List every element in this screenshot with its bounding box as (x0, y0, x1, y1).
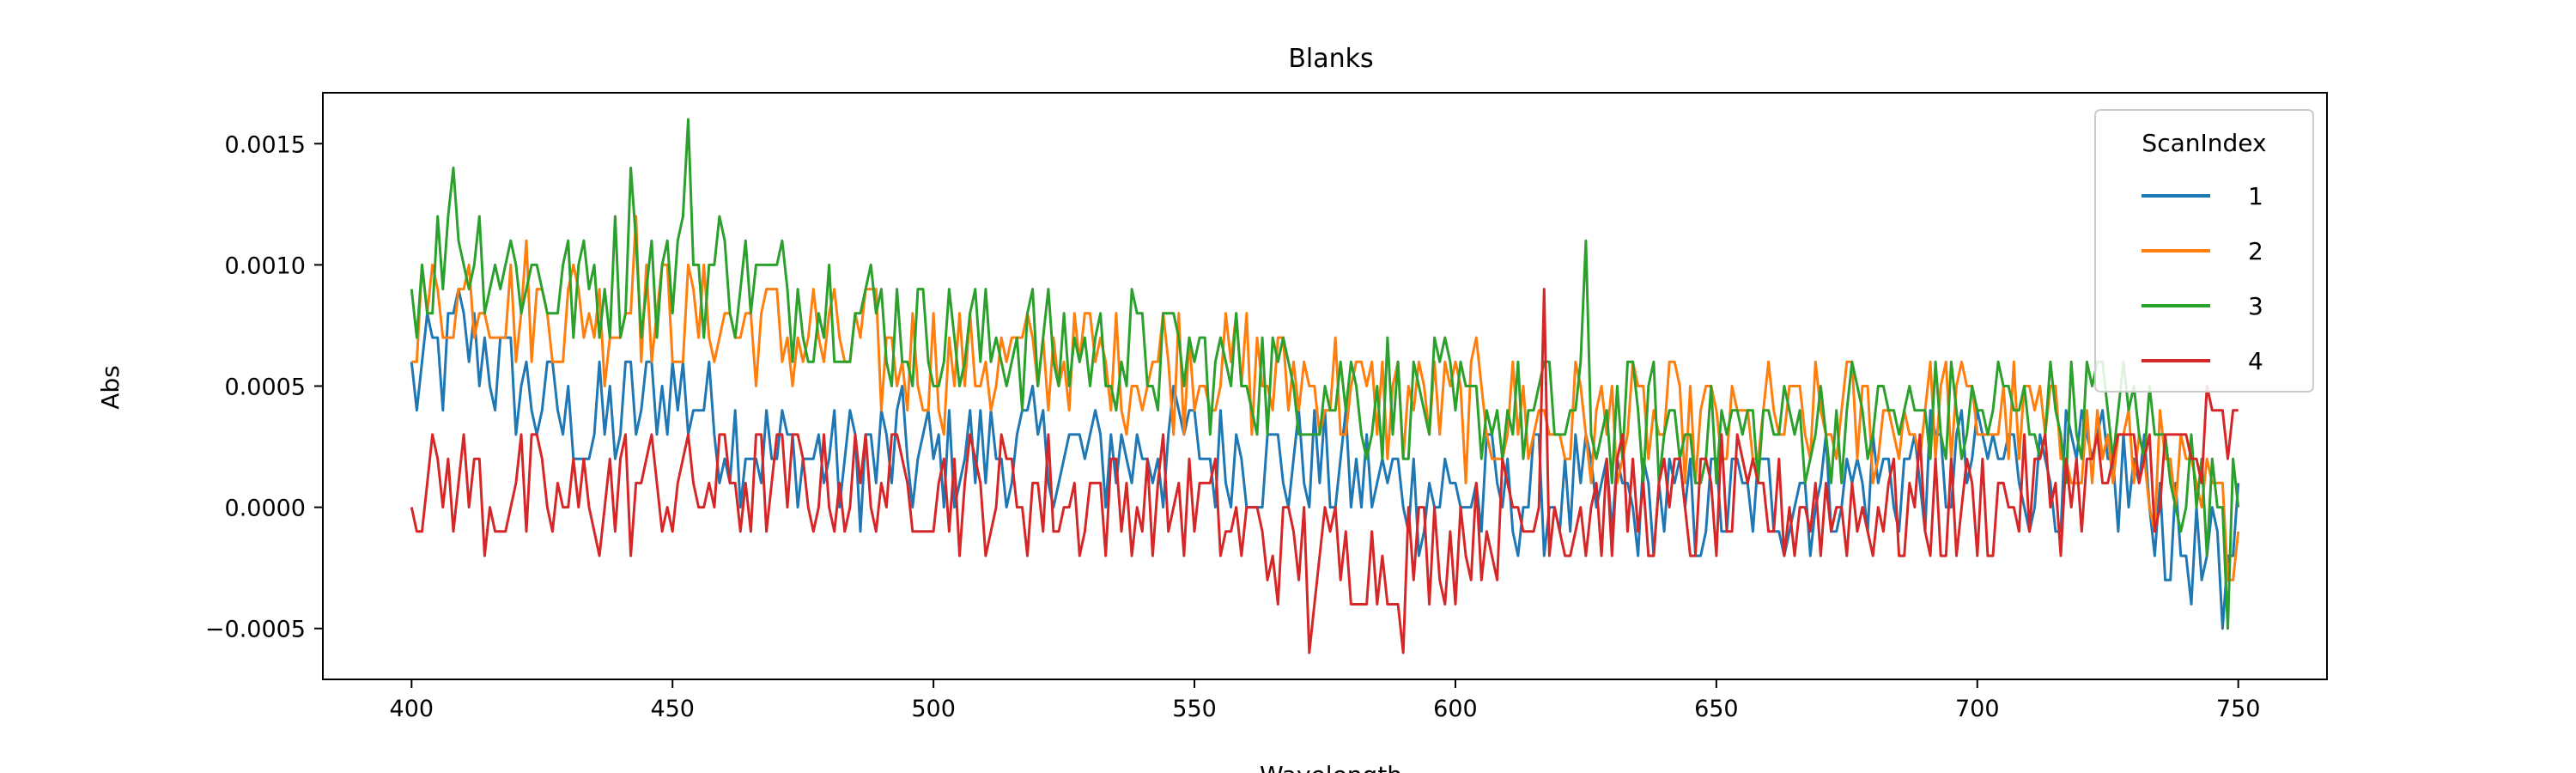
legend-title: ScanIndex (2142, 129, 2266, 157)
y-axis-label: Abs (96, 365, 125, 410)
chart-title: Blanks (1288, 44, 1373, 74)
x-axis-ticks: 400 450 500 550 600 650 700 750 (390, 679, 2261, 722)
y-tick-label: 0.0000 (225, 496, 306, 522)
x-tick-label: 500 (911, 696, 956, 722)
x-tick-label: 600 (1433, 696, 1478, 722)
x-tick-label: 750 (2216, 696, 2261, 722)
series-line-1 (410, 288, 2240, 630)
legend-label-1: 1 (2248, 182, 2263, 210)
plot-lines (410, 118, 2240, 654)
x-tick-label: 450 (650, 696, 695, 722)
y-axis-ticks: −0.0005 0.0000 0.0005 0.0010 0.0015 (205, 131, 323, 643)
y-tick-label: 0.0015 (225, 131, 306, 158)
x-tick-label: 400 (390, 696, 434, 722)
series-line-2 (411, 215, 2240, 581)
legend: ScanIndex 1 2 3 4 (2094, 109, 2314, 393)
legend-label-4: 4 (2248, 347, 2263, 375)
series-line-4 (410, 288, 2239, 654)
x-axis-label: Wavelength (1260, 761, 1402, 773)
legend-label-3: 3 (2248, 292, 2263, 320)
x-tick-label: 650 (1694, 696, 1739, 722)
y-tick-label: 0.0010 (225, 253, 306, 279)
x-tick-label: 700 (1955, 696, 2000, 722)
x-tick-label: 550 (1172, 696, 1217, 722)
legend-label-2: 2 (2248, 237, 2263, 265)
y-tick-label: −0.0005 (205, 617, 306, 643)
y-tick-label: 0.0005 (225, 374, 306, 401)
series-line-3 (410, 118, 2240, 630)
